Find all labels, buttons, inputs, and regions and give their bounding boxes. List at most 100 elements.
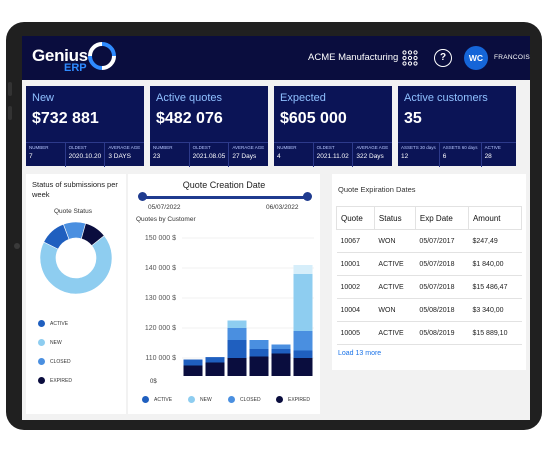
bar-segment (205, 362, 225, 376)
slider-end-handle[interactable] (303, 192, 312, 201)
legend-label: NEW (50, 339, 62, 346)
kpi-card-new[interactable]: New $732 881 NUMBER 7 OLDEST 2020.10.20 AV… (26, 86, 144, 167)
avatar[interactable]: WC (464, 46, 488, 70)
kpi-sub-stat: ASSETS 30 days 12 (398, 143, 440, 167)
submissions-title: Status of submissions per week (32, 180, 118, 199)
kpi-sub-value: 4 (277, 153, 281, 160)
app-grid-icon[interactable] (402, 50, 418, 66)
quotes-by-customer-label: Quotes by Customer (136, 216, 196, 223)
kpi-sub-label: ACTIVE (484, 145, 501, 150)
legend-item-new[interactable]: NEW (188, 396, 212, 403)
kpi-sub-stat: AVERAGE AGE 3 DAYS (105, 143, 144, 167)
legend-item-new[interactable]: NEW (38, 339, 62, 346)
kpi-sub-value: 23 (153, 153, 161, 160)
bar-segment (249, 349, 269, 357)
kpi-sub-stat: OLDEST 2020.10.20 (66, 143, 106, 167)
kpi-sub-label: AVERAGE AGE (108, 145, 141, 150)
column-header[interactable]: Status (373, 206, 416, 230)
kpi-sub-value: 2021.11.02 (316, 153, 349, 160)
bar-segment (227, 328, 247, 340)
legend-swatch (38, 358, 45, 365)
quote-status-pie[interactable] (36, 218, 116, 298)
column-header[interactable]: Quote (336, 206, 375, 230)
pie-slice-new (39, 235, 113, 295)
kpi-sub-stat: OLDEST 2021.08.05 (190, 143, 230, 167)
kpi-sub-stat: NUMBER 4 (274, 143, 314, 167)
legend-item-expired[interactable]: EXPIRED (38, 377, 72, 384)
kpi-sub-value: 2021.08.05 (192, 153, 226, 160)
kpi-sub-label: ASSETS 60 days (442, 145, 478, 150)
y-tick-label: 130 000 $ (145, 295, 176, 302)
legend-item-active[interactable]: ACTIVE (38, 320, 68, 327)
kpi-sub-value: 2020.10.20 (68, 153, 102, 160)
quote-creation-panel: Quote Creation Date 05/07/2022 06/03/202… (128, 174, 320, 414)
kpi-sub-stat: AVERAGE AGE 27 Days (229, 143, 268, 167)
kpi-sub-value: 27 Days (232, 153, 257, 160)
tablet-side-button (8, 82, 12, 96)
column-header[interactable]: Exp Date (414, 206, 469, 230)
dashboard-screen: Genius ERP ACME Manufacturing ? WC FRANC… (22, 36, 530, 420)
bar-segment (249, 340, 269, 349)
table-cell: ACTIVE (374, 252, 416, 276)
company-name[interactable]: ACME Manufacturing (308, 52, 399, 63)
kpi-sub-stat: OLDEST 2021.11.02 (314, 143, 354, 167)
kpi-sub-label: NUMBER (29, 145, 49, 150)
kpi-card-active-quotes[interactable]: Active quotes $482 076 NUMBER 23 OLDEST 20… (150, 86, 268, 167)
kpi-card-expected[interactable]: Expected $605 000 NUMBER 4 OLDEST 2021.11.… (274, 86, 392, 167)
slider-start-handle[interactable] (138, 192, 147, 201)
kpi-sub-value: 7 (29, 153, 33, 160)
submissions-panel: Status of submissions per week Quote Sta… (26, 174, 126, 414)
legend-label: ACTIVE (154, 396, 173, 403)
table-cell: 05/08/2018 (415, 298, 469, 322)
table-cell: $247,49 (468, 229, 522, 253)
table-row[interactable]: 10005 ACTIVE 05/08/2019 $15 889,10 (336, 321, 522, 345)
table-cell: $15 486,47 (468, 275, 522, 299)
quotes-by-customer-chart[interactable]: 110 000 $ 120 000 $ 130 000 $ 140 000 $ 150 … (128, 226, 320, 386)
table-row[interactable]: 10067 WON 05/07/2017 $247,49 (336, 229, 522, 253)
bar-segment (249, 356, 269, 376)
kpi-title: New (32, 92, 55, 104)
kpi-value: $605 000 (280, 110, 347, 127)
table-cell: ACTIVE (374, 275, 416, 299)
legend-label: ACTIVE (50, 320, 69, 327)
load-more-link[interactable]: Load 13 more (338, 350, 382, 357)
legend-label: NEW (200, 396, 212, 403)
column-header[interactable]: Amount (467, 206, 523, 230)
username[interactable]: FRANCOIS (494, 54, 530, 61)
table-cell: 05/08/2019 (415, 321, 469, 345)
date-range-slider[interactable] (140, 196, 308, 199)
kpi-sub-label: OLDEST (316, 145, 335, 150)
tablet-side-button (8, 106, 12, 120)
help-icon[interactable]: ? (434, 49, 452, 67)
date-to-label: 06/03/2022 (266, 204, 299, 211)
legend-item-expired[interactable]: EXPIRED (276, 396, 310, 403)
pie-slice-expired (80, 222, 105, 246)
kpi-sub-stats: NUMBER 7 OLDEST 2020.10.20 AVERAGE AGE 3 DA… (26, 142, 144, 167)
table-row[interactable]: 10001 ACTIVE 05/07/2018 $1 840,00 (336, 252, 522, 276)
table-cell: 10004 (336, 298, 375, 322)
table-row[interactable]: 10004 WON 05/08/2018 $3 340,00 (336, 298, 522, 322)
table-cell: WON (374, 298, 416, 322)
bar-segment (293, 331, 313, 351)
kpi-title: Expected (280, 92, 326, 104)
expiration-table: Quote Status Exp Date Amount 10067 WON 05/… (336, 206, 523, 345)
kpi-sub-stat: NUMBER 23 (150, 143, 190, 167)
bar-segment (293, 274, 313, 331)
app-header: Genius ERP ACME Manufacturing ? WC FRANC… (22, 36, 530, 80)
kpi-sub-stat: NUMBER 7 (26, 143, 66, 167)
kpi-sub-stats: NUMBER 4 OLDEST 2021.11.02 AVERAGE AGE 322 … (274, 142, 392, 167)
table-cell: 05/07/2018 (415, 275, 469, 299)
kpi-title: Active customers (404, 92, 488, 104)
legend-item-active[interactable]: ACTIVE (142, 396, 172, 403)
bar-segment (293, 358, 313, 376)
legend-item-closed[interactable]: CLOSED (38, 358, 71, 365)
kpi-sub-label: NUMBER (277, 145, 297, 150)
legend-item-closed[interactable]: CLOSED (228, 396, 261, 403)
kpi-sub-stat: AVERAGE AGE 322 Days (353, 143, 392, 167)
kpi-title: Active quotes (156, 92, 223, 104)
kpi-value: 35 (404, 110, 422, 127)
kpi-card-active-customers[interactable]: Active customers 35 ASSETS 30 days 12 ASS… (398, 86, 516, 167)
table-row[interactable]: 10002 ACTIVE 05/07/2018 $15 486,47 (336, 275, 522, 299)
bar-segment (227, 358, 247, 376)
logo-subtext: ERP (64, 62, 87, 74)
